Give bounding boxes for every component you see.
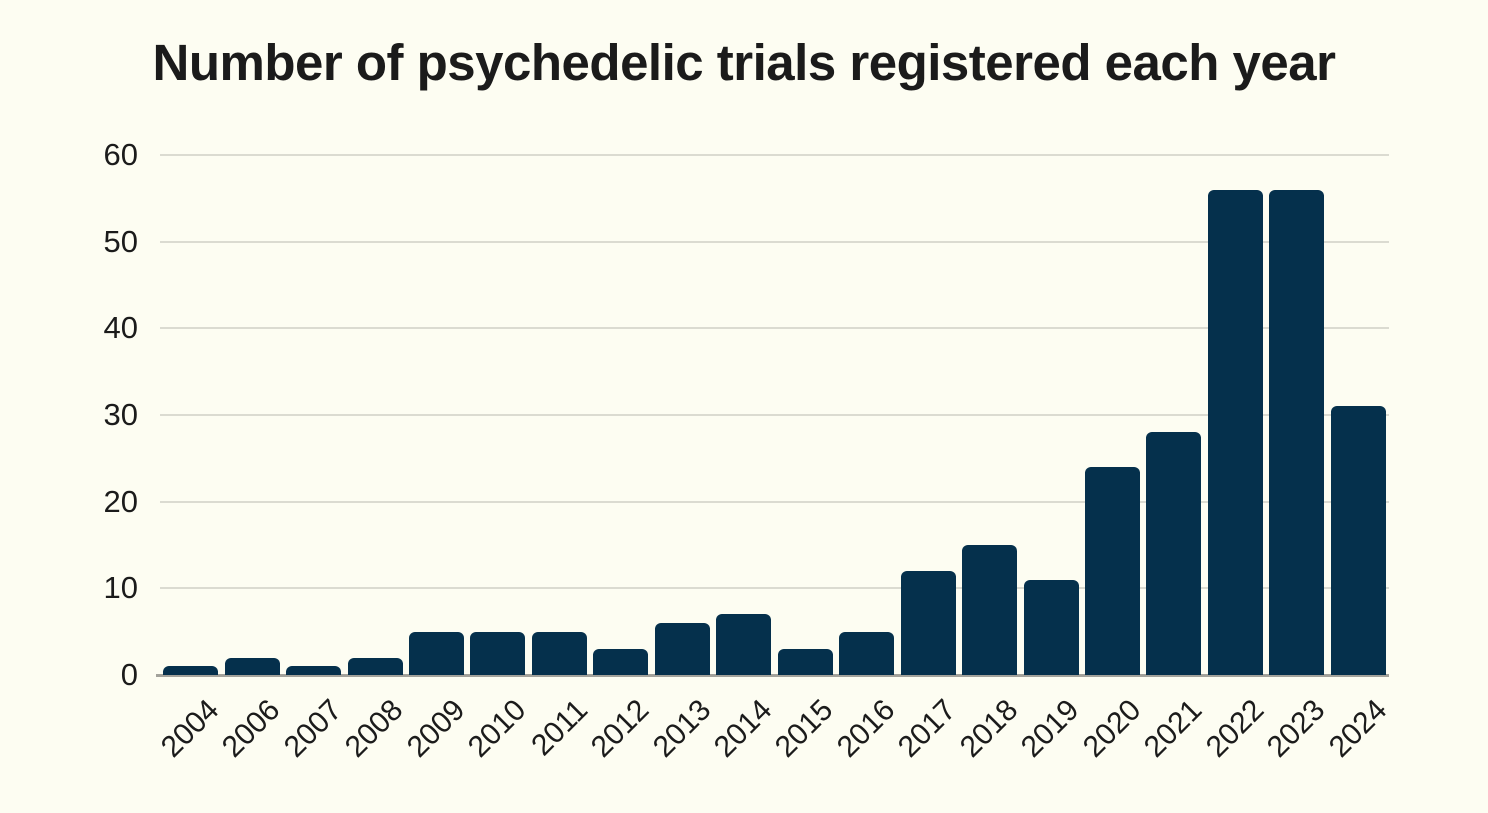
- bar: [716, 614, 772, 675]
- x-tick-label: 2020: [1076, 693, 1148, 764]
- bar: [654, 623, 710, 675]
- bar: [962, 545, 1018, 675]
- x-tick-label: 2015: [769, 693, 840, 764]
- x-tick-label: 2023: [1260, 693, 1332, 764]
- bar: [900, 571, 956, 675]
- y-tick-label: 10: [103, 570, 138, 606]
- bar: [470, 631, 526, 675]
- x-tick-label: 2010: [462, 693, 533, 764]
- x-tick-label: 2024: [1322, 693, 1393, 764]
- x-tick-label: 2014: [707, 693, 779, 764]
- y-tick-label: 60: [103, 137, 138, 172]
- x-tick-label: 2013: [646, 693, 717, 764]
- bar: [224, 657, 280, 675]
- gridline: [160, 154, 1389, 156]
- y-tick-label: 30: [103, 397, 138, 432]
- bar: [1207, 189, 1263, 675]
- x-tick-label: 2007: [277, 693, 349, 764]
- x-tick-label: 2009: [400, 693, 472, 764]
- gridline: [160, 414, 1389, 416]
- bar: [593, 649, 649, 675]
- bar: [531, 631, 587, 675]
- x-tick-label: 2016: [830, 693, 902, 764]
- bar: [409, 631, 465, 675]
- bar: [777, 649, 833, 675]
- y-tick-label: 0: [120, 657, 138, 692]
- gridline: [160, 500, 1389, 503]
- x-tick-label: 2019: [1015, 693, 1086, 764]
- gridline: [160, 587, 1389, 590]
- x-tick-label: 2011: [525, 693, 595, 763]
- x-tick-label: 2012: [584, 693, 656, 764]
- y-tick-label: 20: [103, 483, 138, 519]
- bar: [1269, 189, 1325, 675]
- bar: [347, 657, 403, 675]
- bar: [839, 631, 895, 675]
- x-tick-label: 2017: [892, 693, 963, 764]
- x-tick-label: 2008: [339, 693, 410, 764]
- bar: [286, 666, 342, 675]
- bar: [163, 666, 219, 675]
- bar: [1023, 579, 1079, 675]
- x-tick-label: 2006: [216, 693, 287, 764]
- x-tick-label: 2022: [1199, 693, 1271, 764]
- bar: [1084, 467, 1140, 675]
- x-tick-label: 2021: [1138, 693, 1209, 764]
- x-axis-line: [156, 674, 1389, 677]
- chart-title: Number of psychedelic trials registered …: [152, 34, 1336, 91]
- y-tick-label: 40: [103, 310, 138, 346]
- bar: [1330, 406, 1386, 675]
- x-tick-label: 2018: [953, 693, 1025, 764]
- y-tick-label: 50: [103, 223, 138, 259]
- gridline: [160, 240, 1389, 243]
- x-tick-label: 2004: [154, 693, 226, 764]
- gridline: [160, 327, 1389, 330]
- bar: [1146, 432, 1202, 675]
